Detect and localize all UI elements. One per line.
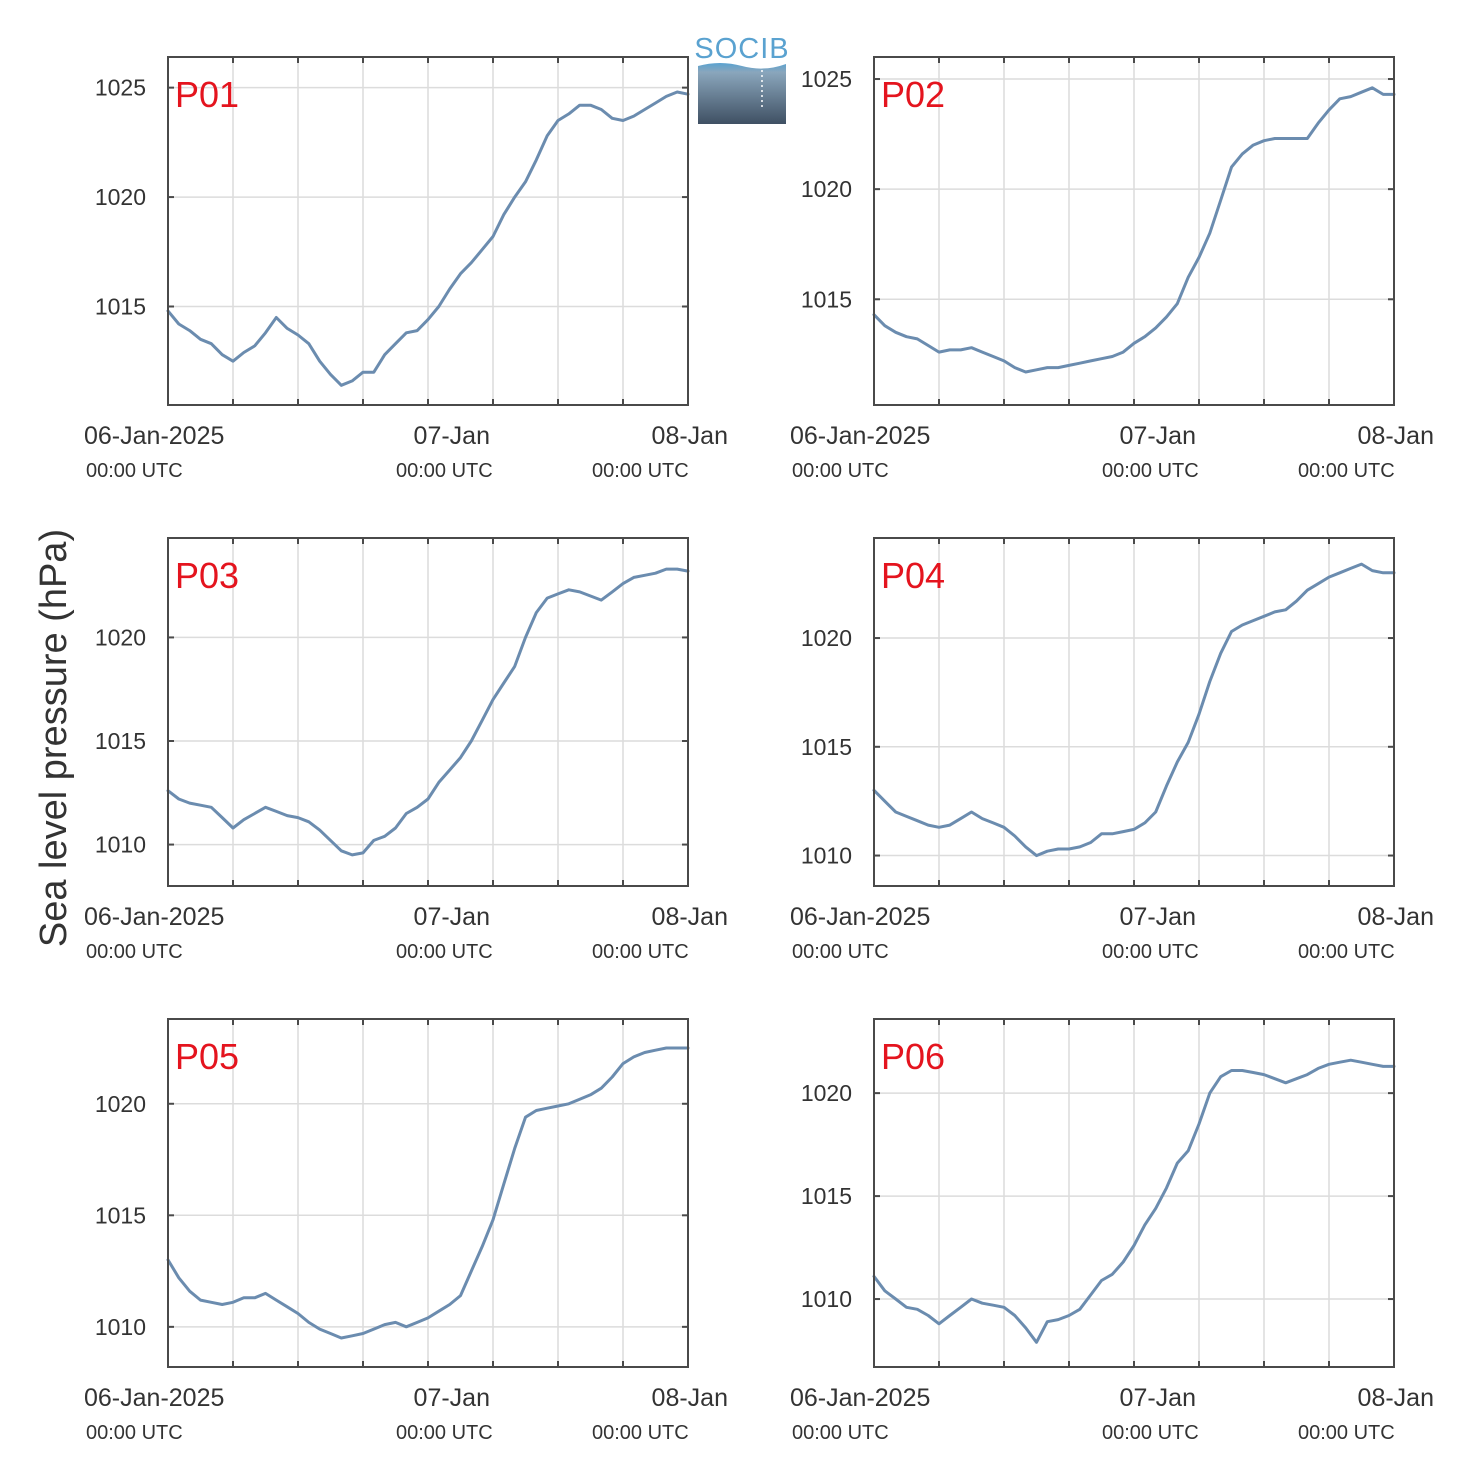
x-tick-label: 06-Jan-2025 (790, 1384, 930, 1412)
x-tick-sublabel: 00:00 UTC (1298, 1422, 1395, 1444)
x-tick-label: 06-Jan-2025 (790, 903, 930, 931)
x-tick-sublabel: 00:00 UTC (1102, 460, 1199, 482)
chart-panel-p01: 1015 1020 1025 06-Jan-2025 00:00 UTC 07-Jan 00… (84, 56, 728, 482)
x-tick-sublabel: 00:00 UTC (396, 1422, 493, 1444)
y-tick-label: 1020 (95, 184, 146, 210)
x-tick-label: 07-Jan (414, 1384, 490, 1412)
y-tick-label: 1015 (95, 728, 146, 754)
station-label-p04: P04 (881, 555, 945, 596)
station-label-p02: P02 (881, 74, 945, 115)
x-tick-sublabel: 00:00 UTC (86, 460, 183, 482)
y-tick-label: 1010 (95, 1314, 146, 1340)
x-tick-label: 06-Jan-2025 (84, 422, 224, 450)
y-axis-label: Sea level pressure (hPa) (33, 529, 75, 947)
y-tick-label: 1015 (95, 294, 146, 320)
series-line-p03 (166, 567, 690, 857)
x-tick-sublabel: 00:00 UTC (592, 1422, 689, 1444)
series-line-p02 (872, 86, 1396, 374)
x-tick-label: 06-Jan-2025 (84, 1384, 224, 1412)
socib-logo-wave (698, 63, 786, 124)
x-tick-sublabel: 00:00 UTC (1298, 460, 1395, 482)
x-tick-sublabel: 00:00 UTC (792, 460, 889, 482)
y-tick-label: 1025 (801, 66, 852, 92)
socib-logo: SOCIB (694, 33, 789, 124)
y-tick-label: 1015 (801, 734, 852, 760)
chart-panel-p03: 1010 1015 1020 06-Jan-2025 00:00 UTC 07-Jan 00… (84, 537, 728, 963)
x-tick-label: 08-Jan (652, 422, 728, 450)
x-tick-label: 07-Jan (1120, 1384, 1196, 1412)
x-tick-label: 06-Jan-2025 (790, 422, 930, 450)
y-tick-label: 1020 (95, 624, 146, 650)
chart-panel-p06: 1010 1015 1020 06-Jan-2025 00:00 UTC 07-Jan 00… (790, 1018, 1434, 1444)
socib-logo-text: SOCIB (694, 33, 789, 65)
x-tick-label: 07-Jan (1120, 422, 1196, 450)
y-tick-label: 1020 (801, 176, 852, 202)
x-tick-sublabel: 00:00 UTC (1102, 1422, 1199, 1444)
x-tick-sublabel: 00:00 UTC (396, 460, 493, 482)
x-tick-label: 06-Jan-2025 (84, 903, 224, 931)
chart-panel-p05: 1010 1015 1020 06-Jan-2025 00:00 UTC 07-Jan 00… (84, 1018, 728, 1444)
chart-panel-p02: 1015 1020 1025 06-Jan-2025 00:00 UTC 07-Jan 00… (790, 56, 1434, 482)
y-tick-label: 1020 (801, 1080, 852, 1106)
y-tick-label: 1015 (95, 1202, 146, 1228)
y-tick-label: 1010 (801, 1286, 852, 1312)
x-tick-label: 08-Jan (652, 903, 728, 931)
x-tick-sublabel: 00:00 UTC (1102, 941, 1199, 963)
x-tick-sublabel: 00:00 UTC (592, 941, 689, 963)
station-label-p05: P05 (175, 1036, 239, 1077)
x-tick-sublabel: 00:00 UTC (792, 941, 889, 963)
series-line-p05 (166, 1046, 690, 1340)
x-tick-sublabel: 00:00 UTC (396, 941, 493, 963)
y-tick-label: 1025 (95, 75, 146, 101)
y-tick-label: 1020 (95, 1091, 146, 1117)
series-line-p06 (872, 1058, 1396, 1344)
x-tick-label: 08-Jan (1358, 903, 1434, 931)
station-label-p01: P01 (175, 74, 239, 115)
x-tick-sublabel: 00:00 UTC (86, 941, 183, 963)
x-tick-label: 08-Jan (1358, 1384, 1434, 1412)
x-tick-label: 08-Jan (652, 1384, 728, 1412)
x-tick-label: 07-Jan (414, 422, 490, 450)
x-tick-sublabel: 00:00 UTC (592, 460, 689, 482)
x-tick-label: 08-Jan (1358, 422, 1434, 450)
x-tick-sublabel: 00:00 UTC (792, 1422, 889, 1444)
x-tick-label: 07-Jan (414, 903, 490, 931)
y-tick-label: 1010 (801, 843, 852, 869)
station-label-p03: P03 (175, 555, 239, 596)
y-tick-label: 1020 (801, 625, 852, 651)
station-label-p06: P06 (881, 1036, 945, 1077)
y-tick-label: 1015 (801, 1183, 852, 1209)
x-tick-sublabel: 00:00 UTC (86, 1422, 183, 1444)
x-tick-label: 07-Jan (1120, 903, 1196, 931)
y-tick-label: 1015 (801, 286, 852, 312)
series-line-p01 (166, 90, 690, 387)
y-tick-label: 1010 (95, 832, 146, 858)
x-tick-sublabel: 00:00 UTC (1298, 941, 1395, 963)
series-line-p04 (872, 562, 1396, 858)
chart-panel-p04: 1010 1015 1020 06-Jan-2025 00:00 UTC 07-Jan 00… (790, 537, 1434, 963)
